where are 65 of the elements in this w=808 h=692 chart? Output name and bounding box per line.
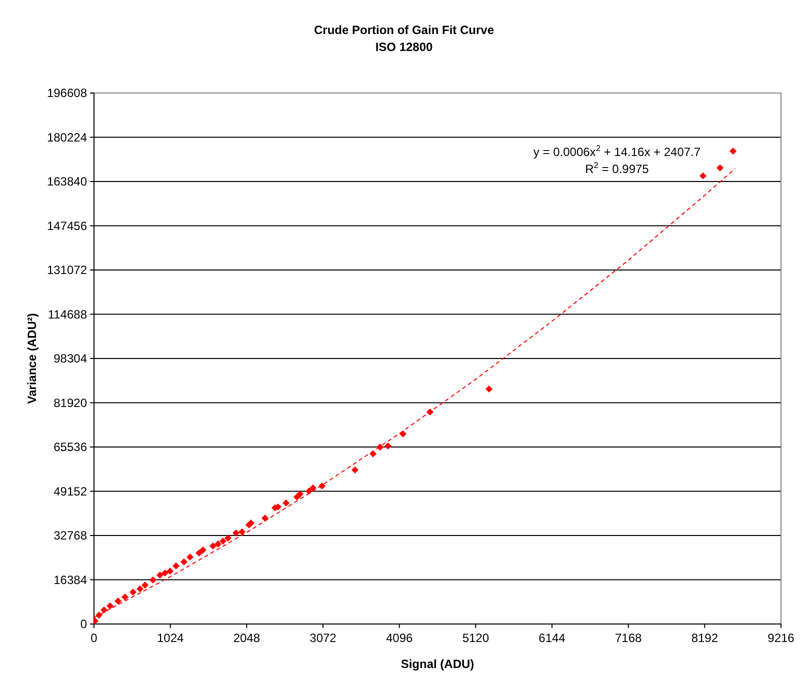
y-tick-label: 98304 [54,352,88,366]
y-tick-label: 0 [80,617,88,632]
point [384,442,392,450]
point [399,430,406,438]
x-tick-label: 6144 [538,631,566,645]
point [305,488,312,495]
x-tick-label: 3072 [310,631,337,645]
point [232,529,240,536]
point [310,484,317,492]
point [700,172,707,180]
point [214,540,222,548]
x-tick-label: 5120 [462,631,490,645]
point [296,490,304,498]
x-tick-label: 0 [90,631,98,645]
x-tick-label: 9216 [768,631,795,645]
y-tick-label: 147456 [46,218,88,233]
x-tick-label: 4096 [386,631,414,645]
point [136,585,144,592]
point [141,582,148,589]
chart-title: Crude Portion of Gain Fit Curve [314,23,494,37]
point [129,588,136,596]
y-tick-label: 81920 [54,396,88,410]
annotation: R$^{2}$ = 0.9975 [585,160,650,176]
y-tick-label: 131072 [46,263,88,278]
point [106,602,114,610]
point [209,542,216,550]
point [156,572,164,579]
point [161,569,168,576]
x-tick-label: 8192 [691,631,718,645]
point [100,606,108,614]
x-tick-label: 1024 [156,631,184,645]
point [220,538,227,545]
y-tick-label: 163840 [46,174,88,189]
point [376,444,384,451]
point [172,562,180,570]
point [196,549,203,556]
y-tick-label: 65536 [54,440,88,454]
x-tick-label: 7168 [614,631,642,645]
y-tick-label: 16384 [54,572,88,587]
point [149,576,156,584]
point [486,386,493,393]
point [122,593,129,600]
point [199,546,206,554]
y-tick-label: 196608 [46,86,88,100]
y-tick-label: 32768 [54,528,88,543]
point [351,466,358,474]
y-tick-label: 180224 [46,130,88,144]
point [95,612,102,619]
x-tick-label: 2048 [233,631,260,645]
y-tick-label: 49152 [54,484,88,498]
point [114,598,122,605]
point [180,558,188,566]
point [716,164,724,172]
point [730,148,737,155]
x-axis-title: Signal (ADU) [400,657,474,671]
point [224,534,232,542]
point [166,568,174,575]
annotation: y = 0.0006x$^{2}$ + 14.16x + 2407.7 [533,143,701,159]
point [318,482,326,490]
point [282,500,290,507]
point [186,554,194,561]
y-tick-label: 114688 [48,307,88,322]
chart-subtitle: ISO 12800 [375,40,434,54]
y-axis-title: Variance (ADU²) [25,313,39,404]
point [238,528,246,536]
